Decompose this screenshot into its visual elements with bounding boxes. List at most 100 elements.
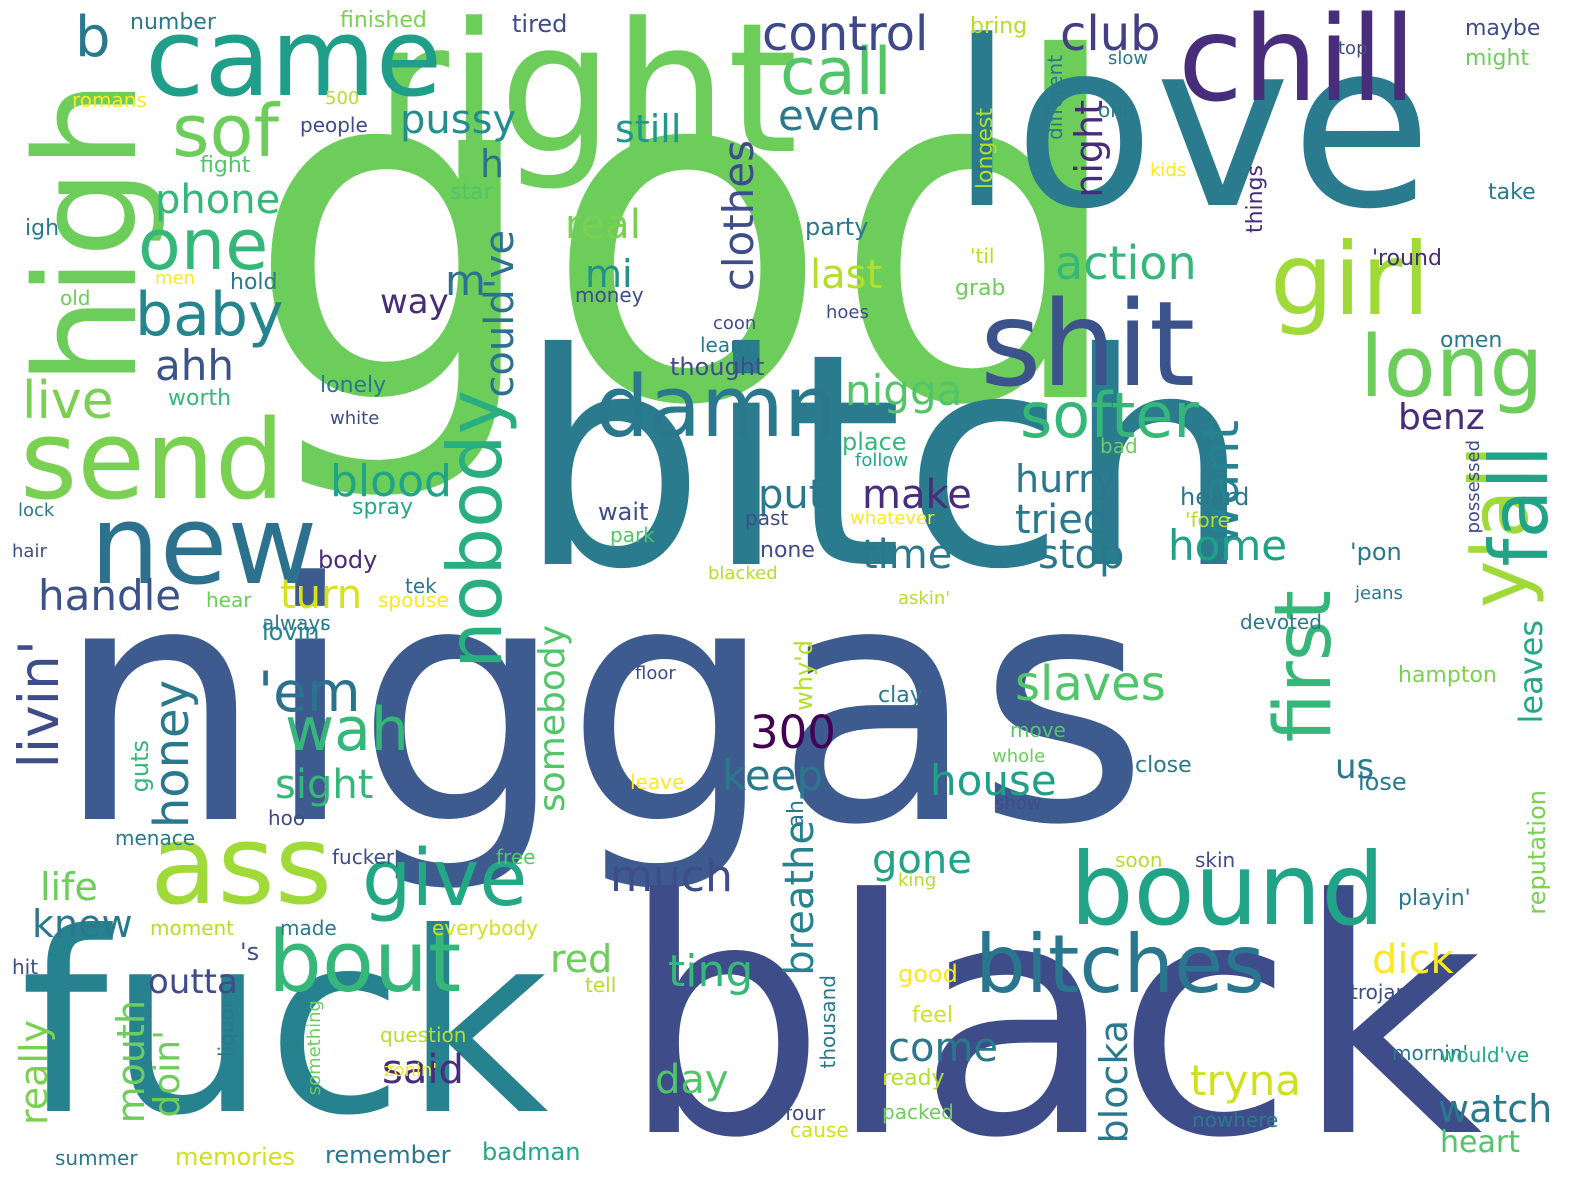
word-92: reputation bbox=[1523, 790, 1551, 915]
word-140: memories bbox=[175, 1143, 296, 1171]
word-98: ah bbox=[784, 800, 809, 828]
word-49: mi bbox=[585, 252, 633, 296]
word-186: trojans bbox=[1350, 980, 1419, 1004]
word-46: clothes bbox=[714, 140, 763, 292]
word-130: everybody bbox=[432, 916, 538, 940]
word-7: chill bbox=[1178, 0, 1417, 128]
word-53: m bbox=[445, 256, 486, 305]
word-13: ass bbox=[150, 801, 333, 929]
word-80: day bbox=[655, 1057, 729, 1103]
word-88: watch bbox=[1438, 1087, 1553, 1131]
word-62: stop bbox=[1038, 532, 1125, 578]
word-195: 'round bbox=[1372, 246, 1442, 271]
word-58: hurry bbox=[1015, 457, 1117, 501]
word-199: top bbox=[1338, 38, 1368, 59]
word-171: hampton bbox=[1398, 663, 1497, 688]
word-127: free bbox=[496, 845, 536, 869]
word-183: good bbox=[898, 960, 958, 988]
word-52: ahh bbox=[155, 341, 234, 390]
word-188: would've bbox=[1440, 1043, 1530, 1067]
word-81: ting bbox=[668, 946, 754, 997]
word-123: always bbox=[262, 611, 331, 635]
word-187: mornin' bbox=[1392, 1041, 1468, 1065]
word-36: 'em bbox=[258, 660, 361, 724]
word-179: soon bbox=[1115, 848, 1163, 872]
word-15: girl bbox=[1270, 221, 1431, 338]
word-72: gone bbox=[872, 837, 972, 883]
word-159: wait bbox=[598, 498, 649, 526]
word-136: zonin' bbox=[384, 1060, 438, 1081]
word-26: one bbox=[138, 204, 269, 286]
word-24: fall bbox=[1473, 445, 1566, 567]
word-77: doin' bbox=[147, 1030, 188, 1118]
word-79: said bbox=[382, 1047, 464, 1093]
word-157: follow bbox=[855, 450, 909, 471]
word-39: nigga bbox=[845, 366, 963, 415]
word-101: tired bbox=[512, 10, 568, 38]
word-181: king bbox=[898, 870, 937, 891]
word-141: remember bbox=[325, 1141, 451, 1169]
word-120: tek bbox=[405, 574, 437, 598]
word-73: life bbox=[40, 865, 98, 909]
word-176: lose bbox=[1358, 768, 1407, 796]
word-152: coon bbox=[713, 313, 757, 334]
word-42: even bbox=[778, 91, 882, 140]
word-103: romans bbox=[72, 88, 147, 112]
word-17: damn bbox=[595, 358, 838, 457]
word-108: igh bbox=[25, 216, 60, 241]
word-178: leave bbox=[630, 770, 685, 794]
word-6: right bbox=[375, 0, 798, 194]
word-84: blocka bbox=[1092, 1020, 1136, 1144]
word-197: maybe bbox=[1465, 16, 1541, 41]
word-3: love bbox=[950, 0, 1433, 260]
word-184: thousand bbox=[816, 975, 840, 1069]
word-137: four bbox=[785, 1101, 826, 1125]
word-129: made bbox=[280, 916, 337, 940]
word-151: grab bbox=[955, 276, 1006, 301]
word-47: could've bbox=[477, 230, 523, 398]
word-28: call bbox=[780, 35, 892, 110]
word-18: softer bbox=[1020, 379, 1199, 452]
word-177: show bbox=[995, 793, 1042, 814]
word-154: learn bbox=[700, 333, 751, 357]
word-133: question bbox=[380, 1023, 467, 1047]
word-173: move bbox=[1010, 718, 1066, 742]
word-57: make bbox=[862, 472, 972, 518]
word-107: star bbox=[450, 180, 493, 205]
word-180: skin bbox=[1195, 848, 1236, 872]
word-85: tryna bbox=[1190, 1056, 1301, 1105]
word-67: keep bbox=[722, 751, 824, 800]
word-12: new bbox=[90, 481, 318, 609]
word-48: real bbox=[565, 202, 641, 248]
word-111: old bbox=[60, 286, 91, 310]
word-55: blood bbox=[330, 456, 452, 507]
word-113: lonely bbox=[320, 373, 387, 398]
word-105: people bbox=[300, 113, 368, 137]
word-174: whole bbox=[992, 746, 1046, 767]
word-144: ohh bbox=[1098, 98, 1136, 122]
word-78: really bbox=[12, 1020, 56, 1126]
word-139: summer bbox=[55, 1146, 138, 1170]
word-86: come bbox=[888, 1025, 999, 1071]
word-117: hair bbox=[12, 541, 47, 562]
word-45: action bbox=[1055, 236, 1197, 290]
word-194: omen bbox=[1440, 328, 1503, 353]
word-96: guts bbox=[126, 740, 154, 793]
word-20: bout bbox=[268, 913, 462, 1012]
word-168: askin' bbox=[898, 588, 951, 609]
word-14: bound bbox=[1070, 831, 1385, 948]
word-118: spray bbox=[352, 495, 413, 520]
word-104: 500 bbox=[325, 88, 360, 109]
word-189: ready bbox=[882, 1066, 945, 1091]
word-134: liquor bbox=[214, 1000, 238, 1057]
word-106: fight bbox=[200, 153, 251, 178]
word-102: bring bbox=[970, 14, 1028, 39]
word-87: dick bbox=[1372, 937, 1454, 983]
word-155: thought bbox=[670, 353, 765, 381]
word-163: heard bbox=[1180, 483, 1250, 511]
word-185: feel bbox=[912, 1003, 953, 1028]
word-126: fucker bbox=[332, 845, 395, 869]
word-112: money bbox=[575, 283, 644, 307]
word-150: 'til bbox=[970, 244, 995, 268]
word-158: bad bbox=[1100, 434, 1138, 458]
